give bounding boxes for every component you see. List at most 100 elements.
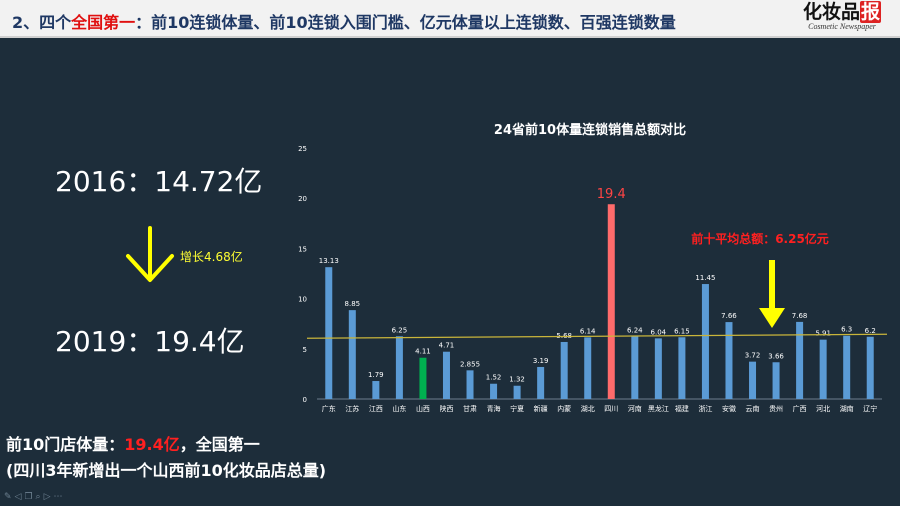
y-tick-label: 25 (298, 145, 307, 153)
logo-text-main: 化妆品 (802, 1, 860, 23)
summary-prefix: 前10门店体量： (6, 435, 125, 454)
x-tick-label: 广东 (322, 404, 336, 413)
x-tick-label: 山东 (392, 404, 406, 413)
x-tick-label: 宁夏 (510, 404, 524, 413)
data-label: 6.3 (841, 326, 852, 334)
title-rest: ：前10连锁体量、前10连锁入围门槛、亿元体量以上连锁数、百强连锁数量 (135, 13, 676, 32)
title-highlight: 全国第一 (71, 13, 136, 32)
data-label: 3.72 (745, 352, 761, 360)
x-tick-label: 湖北 (581, 404, 595, 413)
bar-湖北 (584, 337, 592, 399)
x-tick-label: 贵州 (769, 404, 783, 413)
x-tick-label: 湖南 (840, 404, 854, 413)
data-label: 8.85 (345, 300, 361, 308)
y-tick-label: 15 (298, 245, 307, 253)
data-label: 2.855 (460, 360, 480, 368)
growth-label: 增长4.68亿 (180, 250, 243, 264)
bar-chart: 24省前10体量连锁销售总额对比 0 5 10 15 20 25 13.13 广东 8.85 江苏 1… (298, 122, 888, 413)
average-annotation: 前十平均总额：6.25亿元 (691, 231, 829, 246)
bar-云南 (749, 361, 757, 399)
chart-title: 24省前10体量连锁销售总额对比 (494, 122, 686, 138)
x-tick-label: 内蒙 (557, 404, 571, 413)
page-title: 2、四个全国第一：前10连锁体量、前10连锁入围门槛、亿元体量以上连锁数、百强连… (12, 9, 676, 33)
search-icon[interactable]: ⌕ (35, 492, 44, 502)
data-label: 4.71 (439, 342, 455, 350)
x-tick-label: 浙江 (698, 404, 712, 413)
data-label: 13.13 (319, 257, 339, 265)
data-label: 19.4 (597, 187, 626, 202)
bar-新疆 (537, 366, 545, 399)
x-tick-label: 辽宁 (863, 404, 877, 413)
next-icon[interactable]: ▷ (43, 492, 54, 502)
y-tick-label: 10 (298, 296, 307, 304)
data-label: 1.32 (509, 376, 525, 384)
title-prefix: 2、四个 (12, 13, 72, 32)
x-tick-label: 江苏 (345, 404, 359, 413)
data-label: 7.68 (792, 312, 808, 320)
bar-河南 (631, 336, 639, 399)
summary-line-2: (四川3年新增出一个山西前10化妆品店总量) (6, 461, 327, 480)
data-label: 6.15 (674, 327, 690, 335)
bar-辽宁 (866, 336, 874, 399)
bar-福建 (678, 337, 686, 399)
x-tick-label: 黑龙江 (648, 404, 669, 413)
bar-湖南 (843, 335, 851, 399)
bar-陕西 (442, 351, 450, 399)
annotation-arrow-head (759, 308, 785, 328)
menu-icon[interactable]: ⋯ (53, 492, 66, 502)
average-line (306, 333, 888, 339)
data-label: 6.14 (580, 327, 596, 335)
data-label: 1.52 (486, 374, 502, 382)
slide-toolbar[interactable]: ✎◁❐⌕▷⋯ (4, 492, 66, 504)
annotation-arrow-shaft (769, 260, 775, 310)
brand-logo: 化妆品报 Cosmetic Newspaper (792, 1, 892, 38)
x-tick-label: 云南 (746, 404, 760, 413)
bar-贵州 (772, 362, 780, 399)
bar-内蒙 (560, 341, 568, 399)
x-tick-label: 安徽 (722, 404, 736, 413)
data-label: 6.04 (651, 328, 667, 336)
y-tick-label: 0 (303, 396, 307, 404)
logo-text: 化妆品报 (792, 1, 892, 23)
down-arrow-icon (126, 226, 174, 282)
x-tick-label: 新疆 (534, 404, 548, 413)
x-tick-label: 青海 (487, 404, 501, 413)
copy-icon[interactable]: ❐ (24, 492, 36, 502)
bar-山西 (419, 357, 427, 399)
bar-山东 (395, 336, 403, 399)
summary-line-1: 前10门店体量：19.4亿，全国第一 (6, 432, 326, 458)
pen-icon[interactable]: ✎ (4, 492, 15, 502)
bar-广东 (325, 267, 333, 399)
bar-安徽 (725, 322, 733, 399)
x-tick-label: 福建 (675, 404, 689, 413)
data-label: 1.79 (368, 371, 384, 379)
x-tick-label: 山西 (416, 404, 430, 413)
x-tick-label: 广西 (793, 404, 807, 413)
prev-icon[interactable]: ◁ (14, 492, 25, 502)
bar-青海 (490, 383, 498, 399)
bar-河北 (819, 339, 827, 399)
bar-浙江 (701, 284, 709, 399)
header-bar: 2、四个全国第一：前10连锁体量、前10连锁入围门槛、亿元体量以上连锁数、百强连… (0, 0, 900, 38)
x-tick-label: 江西 (369, 405, 383, 413)
data-label: 6.24 (627, 326, 643, 334)
stat-2019: 2019：19.4亿 (55, 325, 245, 358)
bar-宁夏 (513, 385, 521, 399)
stat-2016: 2016：14.72亿 (55, 165, 263, 198)
bar-广西 (796, 321, 804, 399)
x-tick-label: 河南 (628, 404, 642, 413)
y-tick-label: 20 (298, 195, 307, 203)
logo-subtitle: Cosmetic Newspaper (808, 22, 876, 31)
x-tick-label: 陕西 (439, 404, 453, 413)
summary-text: 前10门店体量：19.4亿，全国第一 (四川3年新增出一个山西前10化妆品店总量… (6, 432, 326, 484)
data-label: 3.66 (768, 352, 784, 360)
data-label: 6.2 (865, 327, 876, 335)
x-tick-label: 河北 (816, 405, 830, 413)
summary-suffix: ，全国第一 (179, 435, 260, 454)
y-tick-label: 5 (303, 346, 307, 354)
logo-red-char: 报 (860, 1, 882, 23)
bar-甘肃 (466, 370, 474, 399)
data-label: 7.66 (721, 312, 737, 320)
data-label: 4.11 (415, 348, 431, 356)
data-label: 6.25 (392, 326, 408, 334)
